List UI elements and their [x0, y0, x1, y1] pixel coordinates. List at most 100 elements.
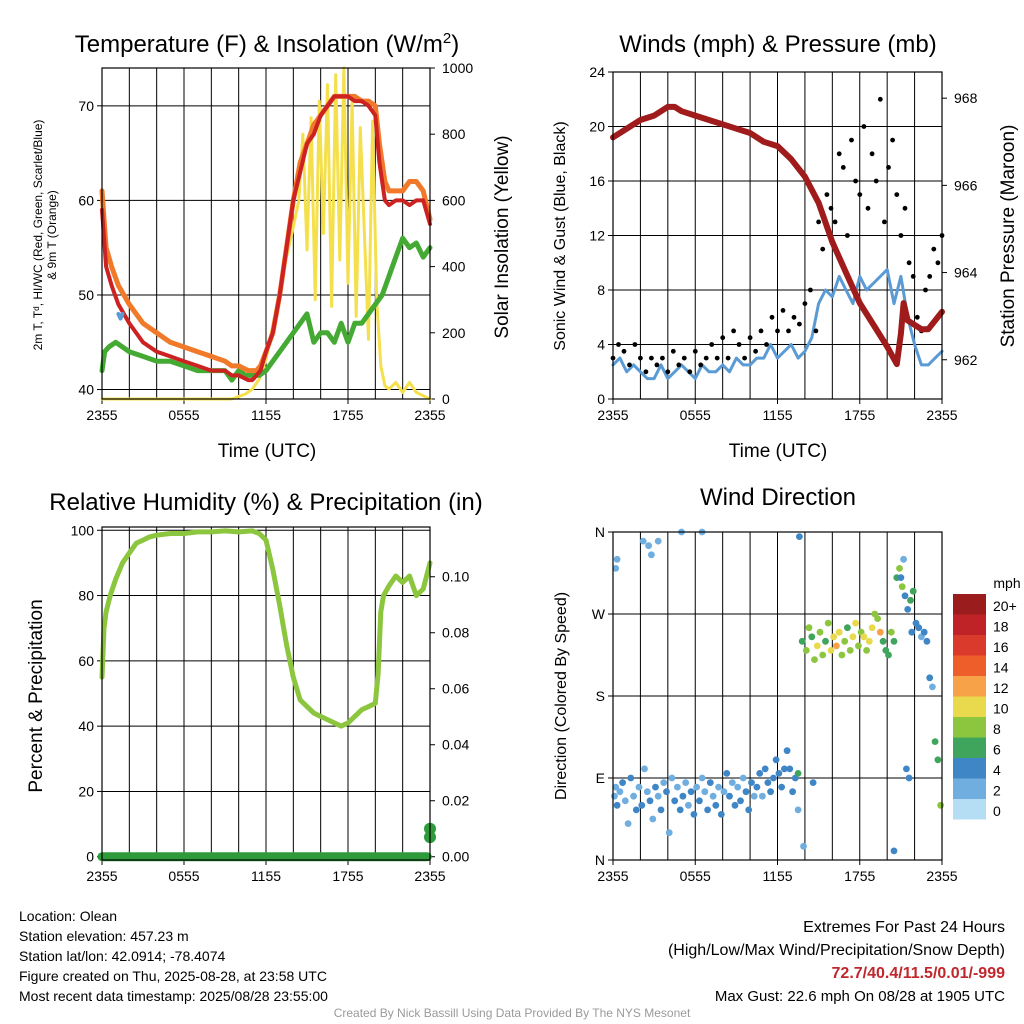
station-info: Location: Olean Station elevation: 457.2…: [19, 906, 328, 1006]
wind-direction-point: [885, 651, 892, 659]
gust-point: [780, 308, 786, 313]
wind-direction-point: [789, 788, 796, 796]
wind-chart-title: Winds (mph) & Pressure (mb): [619, 31, 936, 58]
wind-direction-point: [813, 642, 821, 650]
wind-direction-point: [923, 637, 931, 645]
temp-y-axis-label-line2: & 9m T (Orange): [45, 190, 59, 280]
gust-point: [865, 205, 871, 211]
gust-point: [882, 219, 887, 225]
wind-direction-point: [761, 765, 769, 773]
wind-direction-point: [833, 642, 840, 650]
legend-label: 10: [993, 701, 1009, 717]
gust-point: [665, 369, 671, 375]
wind-direction-point: [860, 633, 868, 641]
legend-swatch: [953, 778, 986, 799]
wind-direction-point: [879, 637, 887, 645]
wind-direction-point: [931, 738, 939, 745]
wind-direction-point: [835, 628, 843, 636]
wind-direction-point: [767, 788, 774, 796]
wind-direction-point: [648, 551, 655, 559]
y-tick-label: N: [595, 524, 605, 540]
wind-direction-point: [742, 788, 750, 796]
gust-point: [643, 369, 649, 375]
y2-tick-label: 0.06: [442, 681, 469, 697]
wind-direction-point: [775, 770, 783, 777]
series-hi_wc-line: [116, 311, 125, 321]
plot-frame: [612, 71, 943, 400]
wind-direction-point: [654, 537, 662, 545]
y2-tick-label: 0.02: [442, 793, 469, 809]
location-text: Location: Olean: [19, 908, 118, 924]
wind-direction-point: [783, 747, 791, 755]
legend-swatch: [953, 655, 986, 676]
wind-direction-point: [904, 606, 912, 613]
gust-point: [890, 137, 895, 143]
y2-tick-label: 400: [442, 259, 466, 275]
wind-direction-point: [668, 774, 676, 782]
wind-direction-point: [717, 811, 725, 818]
wind-direction-point: [827, 647, 835, 654]
gust-point: [886, 165, 891, 170]
wind-direction-point: [901, 592, 909, 600]
y-tick-label: 50: [78, 287, 94, 303]
legend-swatch: [953, 635, 986, 656]
gust-point: [906, 260, 912, 266]
wind-direction-point: [612, 565, 620, 572]
wind-direction-point: [868, 624, 876, 632]
wind-direction-point: [643, 788, 651, 796]
wind-direction-point: [654, 792, 662, 800]
gust-point: [898, 233, 904, 238]
wind-direction-point: [896, 565, 903, 572]
x-tick-label: 0555: [680, 868, 711, 884]
wind-direction-point: [908, 628, 916, 636]
wdir-chart-title: Wind Direction: [700, 484, 856, 511]
wind-direction-point: [612, 783, 620, 791]
wind-direction-point: [838, 651, 846, 659]
wind-direction-point: [709, 792, 717, 800]
y2-tick-label: 0: [442, 391, 450, 407]
temp-x-axis-label: Time (UTC): [218, 441, 317, 462]
gust-point: [873, 178, 879, 184]
y2-tick-label: 968: [954, 90, 978, 106]
wind-direction-point: [920, 628, 928, 636]
x-tick-label: 0555: [168, 407, 199, 423]
wind-direction-point: [903, 765, 910, 773]
wind-direction-point: [794, 770, 802, 777]
plot-frame: [612, 531, 943, 861]
legend-label: 6: [993, 742, 1001, 758]
gust-point: [935, 260, 941, 266]
speed-color-legend: 20+ 18 16 14 12 10 8 6 4 2 0: [953, 594, 1017, 820]
wind-direction-point: [674, 783, 681, 791]
wind-direction-point: [907, 596, 914, 604]
wind-direction-point: [635, 783, 643, 791]
wind-direction-point: [855, 642, 862, 650]
gust-point: [698, 362, 704, 368]
y-tick-label: 8: [597, 282, 605, 298]
wind-direction-point: [824, 619, 832, 627]
wind-direction-point: [687, 788, 695, 796]
gust-point: [894, 192, 900, 198]
wind-direction-point: [627, 774, 635, 782]
gust-point: [725, 355, 731, 361]
gust-point: [820, 246, 826, 252]
y-tick-label: W: [592, 606, 606, 622]
wind-direction-point: [685, 801, 692, 809]
rh-y-axis-label: Percent & Precipitation: [26, 599, 47, 792]
wind-direction-point: [816, 628, 824, 636]
x-tick-label: 2355: [86, 868, 117, 884]
y2-tick-label: 962: [954, 352, 978, 368]
wind-direction-point: [890, 847, 898, 855]
wind-direction-point: [876, 628, 884, 636]
wind-direction-point: [739, 774, 747, 782]
wind-direction-point: [663, 788, 670, 796]
gust-point: [703, 355, 709, 361]
gust-point: [857, 192, 863, 198]
wind-direction-point: [808, 633, 816, 641]
gust-point: [632, 342, 638, 347]
y2-tick-label: 0.10: [442, 569, 469, 585]
y-tick-label: 24: [589, 64, 605, 80]
y2-tick-label: 0.00: [442, 849, 469, 865]
wind-direction-point: [929, 683, 936, 691]
wind-direction-point: [811, 656, 818, 663]
wind-direction-point: [632, 806, 640, 814]
